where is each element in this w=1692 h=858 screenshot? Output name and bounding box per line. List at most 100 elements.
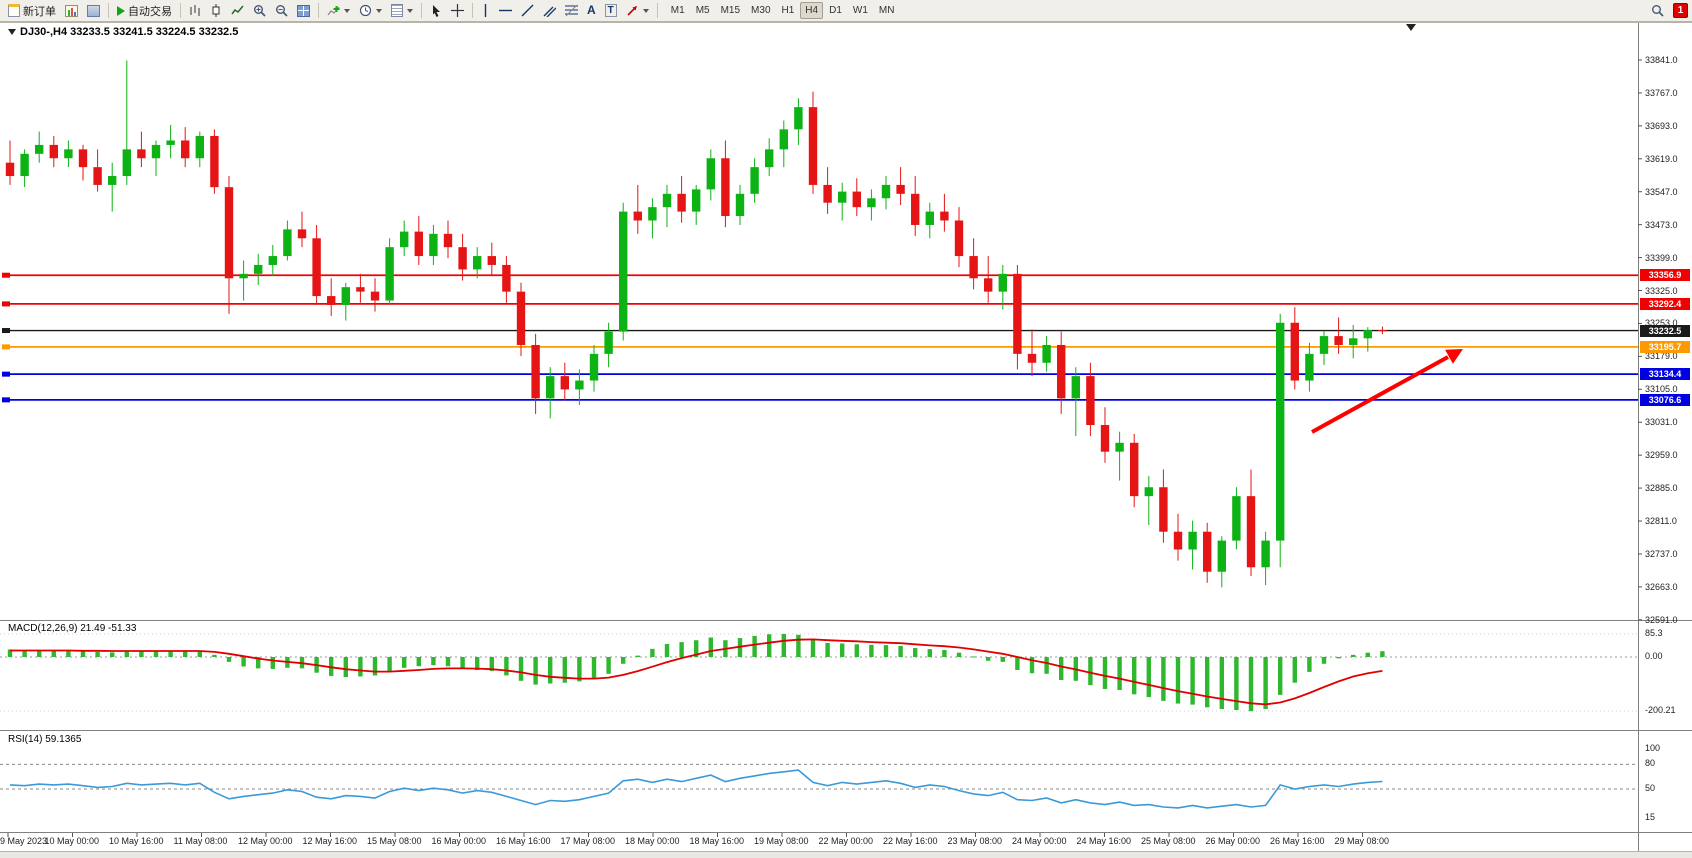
play-icon	[117, 5, 125, 16]
zoom-out-button[interactable]	[271, 1, 292, 20]
price-axis-label: 33619.0	[1645, 153, 1678, 164]
price-axis-label: 32663.0	[1645, 581, 1678, 592]
rsi-scale-100: 100	[1645, 743, 1661, 753]
price-axis-label: 32591.0	[1645, 614, 1678, 625]
crosshair-button[interactable]	[447, 1, 468, 20]
price-level-badge: 33292.4	[1640, 297, 1690, 310]
indicators-icon	[327, 6, 340, 16]
toolbar-separator	[421, 3, 422, 18]
indicators-button[interactable]	[323, 1, 354, 20]
candlestick-type-button[interactable]	[206, 1, 226, 20]
time-axis-label: 17 May 08:00	[560, 836, 616, 846]
rsi-scale-80: 80	[1645, 758, 1656, 768]
trendline-icon	[521, 4, 534, 17]
chevron-down-icon	[407, 8, 413, 13]
cursor-button[interactable]	[426, 1, 446, 20]
vertical-line-button[interactable]	[477, 1, 494, 20]
price-axis-label: 32959.0	[1645, 450, 1678, 461]
time-axis-label: 26 May 16:00	[1270, 836, 1325, 846]
price-axis[interactable]: 33841.0 33767.0 33693.0 33619.0 33547.0 33473…	[1640, 0, 1691, 858]
channel-icon	[543, 6, 556, 17]
price-axis-label: 33253.0	[1645, 318, 1678, 329]
timeframe-button-h4[interactable]: H4	[800, 2, 824, 19]
text-button[interactable]: A	[583, 1, 600, 20]
new-order-icon	[8, 4, 20, 17]
time-axis-label: 24 May 00:00	[1012, 836, 1067, 846]
toolbar-separator	[318, 3, 319, 18]
time-axis[interactable]: 9 May 2023 10 May 00:00 10 May 16:00 11 May…	[0, 836, 1638, 852]
arrows-button[interactable]	[622, 1, 653, 20]
bar-chart-type-button[interactable]	[185, 1, 205, 20]
price-axis-label: 33399.0	[1645, 252, 1678, 263]
timeframe-button-m1[interactable]: M1	[670, 5, 685, 16]
toolbar-separator	[108, 3, 109, 18]
arrow-tool-icon	[627, 6, 637, 16]
horizontal-line-icon	[499, 9, 512, 12]
macd-scale-min: -200.21	[1645, 705, 1676, 715]
price-level-badge: 33356.9	[1640, 269, 1690, 282]
price-axis-label: 33547.0	[1645, 186, 1678, 197]
zoom-out-icon	[276, 5, 288, 17]
charts-window-button[interactable]	[61, 1, 82, 20]
rsi-scale-15: 15	[1645, 812, 1656, 822]
timeframe-button-m15[interactable]: M15	[720, 5, 741, 16]
time-axis-label: 15 May 08:00	[367, 836, 422, 846]
time-axis-label: 22 May 16:00	[883, 836, 938, 846]
tile-windows-button[interactable]	[293, 1, 314, 20]
vertical-line-icon	[484, 4, 487, 17]
ohlc-bars-icon	[190, 5, 200, 16]
price-axis-label: 32885.0	[1645, 483, 1678, 494]
time-axis-label: 24 May 16:00	[1076, 836, 1132, 846]
time-axis-label: 22 May 00:00	[818, 836, 874, 846]
time-axis-label: 10 May 00:00	[44, 836, 100, 846]
chevron-down-icon	[376, 8, 382, 13]
price-axis-label: 33473.0	[1645, 219, 1678, 230]
auto-trading-button[interactable]: 自动交易	[113, 1, 176, 20]
periods-button[interactable]	[355, 1, 386, 20]
templates-button[interactable]	[387, 1, 417, 20]
template-icon	[391, 4, 403, 17]
trendline-button[interactable]	[517, 1, 538, 20]
horizontal-line-button[interactable]	[495, 1, 516, 20]
channel-button[interactable]	[539, 1, 560, 20]
fibonacci-icon	[565, 4, 578, 17]
timeframe-button-m30[interactable]: M30	[751, 5, 771, 16]
price-axis-label: 33325.0	[1645, 285, 1678, 296]
auto-trading-label: 自动交易	[128, 5, 172, 18]
time-axis-label: 23 May 08:00	[947, 836, 1003, 846]
time-axis-label: 9 May 2023	[0, 836, 48, 846]
text-icon: A	[587, 3, 596, 17]
time-axis-label: 26 May 00:00	[1205, 836, 1261, 846]
timeframe-button-mn[interactable]: MN	[878, 5, 895, 16]
search-icon	[1652, 5, 1664, 17]
text-label-button[interactable]: T	[601, 1, 621, 20]
crosshair-icon	[451, 4, 464, 17]
new-order-button[interactable]: 新订单	[4, 1, 60, 20]
time-axis-label: 10 May 16:00	[109, 836, 164, 846]
notification-badge[interactable]: 1	[1673, 3, 1688, 18]
zoom-in-icon	[254, 5, 266, 17]
timeframe-button-m5[interactable]: M5	[695, 5, 710, 16]
price-level-badge: 33232.5	[1640, 324, 1690, 337]
search-button[interactable]	[1647, 1, 1668, 20]
time-axis-label: 25 May 08:00	[1141, 836, 1196, 846]
line-chart-type-button[interactable]	[227, 1, 248, 20]
chevron-down-icon	[642, 8, 649, 13]
time-axis-label: 18 May 16:00	[689, 836, 745, 846]
price-axis-label: 32811.0	[1645, 516, 1677, 527]
timeframe-button-w1[interactable]: W1	[852, 5, 868, 16]
fibonacci-button[interactable]	[561, 1, 582, 20]
timeframe-button-h1[interactable]: H1	[781, 5, 795, 16]
time-axis-label: 12 May 16:00	[302, 836, 358, 846]
price-axis-label: 32737.0	[1645, 548, 1678, 559]
price-axis-label: 33105.0	[1645, 384, 1678, 395]
price-level-badge: 33076.6	[1640, 393, 1690, 406]
time-axis-label: 18 May 00:00	[625, 836, 680, 846]
timeframe-group: M1 M5 M15 M30 H1 H4 D1 W1 MN	[666, 2, 900, 19]
timeframe-button-d1[interactable]: D1	[829, 5, 842, 16]
zoom-in-button[interactable]	[249, 1, 270, 20]
profiles-button[interactable]	[83, 1, 104, 20]
toolbar-separator	[656, 3, 658, 18]
time-axis-label: 29 May 08:00	[1334, 836, 1390, 846]
